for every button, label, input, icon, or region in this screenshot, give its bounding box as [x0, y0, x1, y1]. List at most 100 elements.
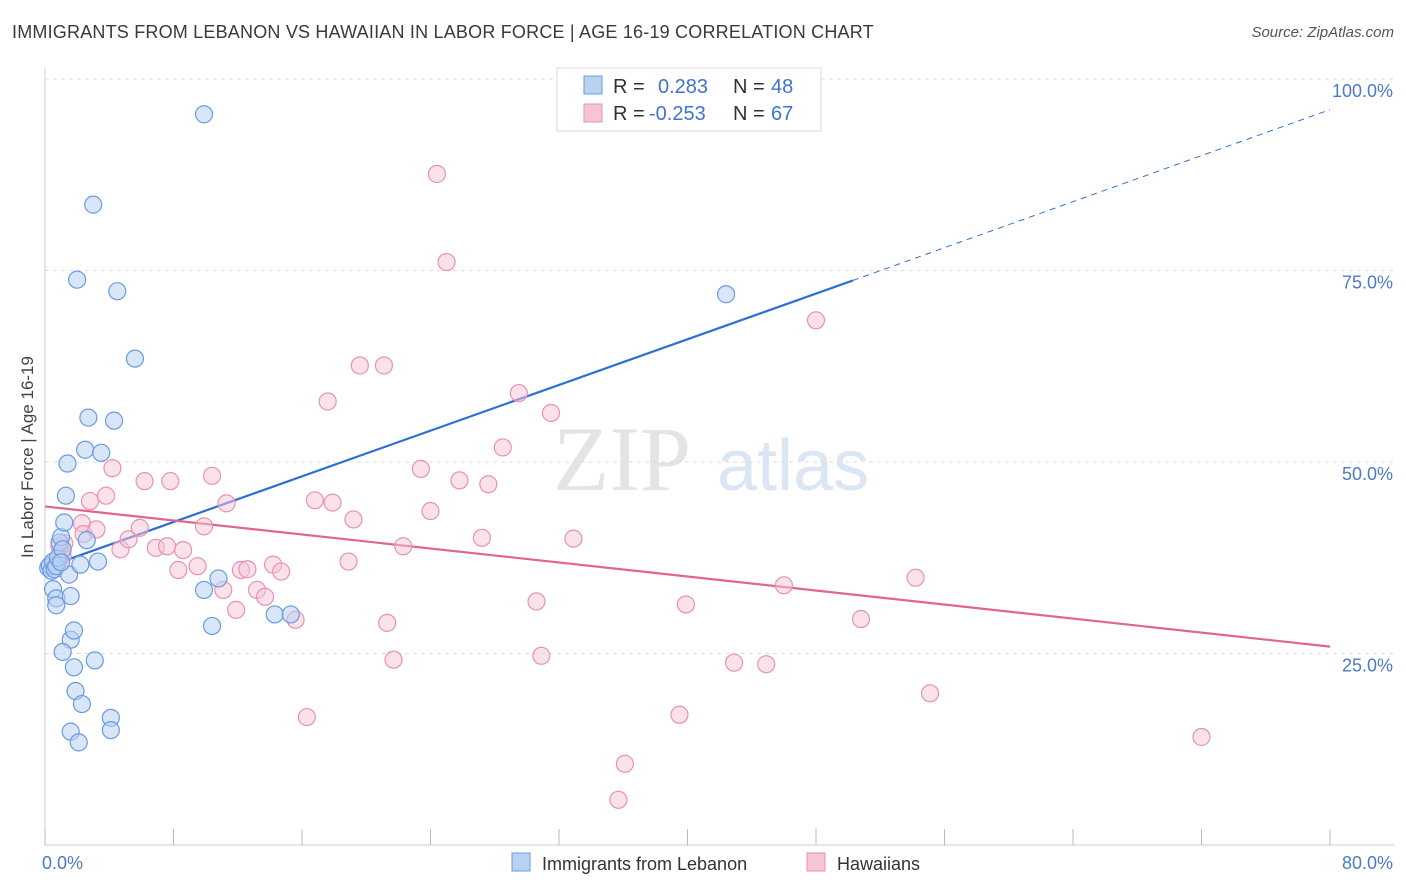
lebanon-point: [58, 454, 77, 473]
hawaiians-point: [103, 459, 122, 478]
hawaiians-point: [169, 560, 188, 580]
hawaiians-point: [479, 475, 498, 494]
lebanon-point: [194, 580, 214, 600]
legend-n-value-1: 48: [771, 76, 793, 98]
y-tick-label: 100.0%: [1332, 81, 1393, 101]
lebanon-point: [85, 651, 104, 670]
legend-r-value-1: 0.283: [658, 76, 708, 98]
trend-line-lebanon: [44, 279, 854, 569]
series-legend: Immigrants from Lebanon Hawaiians: [511, 852, 920, 874]
hawaiians-point: [297, 707, 316, 727]
hawaiians-point: [609, 790, 628, 809]
stats-legend: R = 0.283 N = 48 R = -0.253 N = 67: [556, 67, 822, 132]
hawaiians-point: [217, 494, 236, 513]
hawaiians-point: [119, 530, 138, 549]
legend-swatch-pink: [583, 103, 603, 123]
lebanon-point: [55, 513, 74, 532]
hawaiians-point: [339, 552, 358, 571]
hawaiians-point: [411, 459, 430, 478]
legend-swatch-blue: [583, 75, 603, 95]
hawaiians-point: [157, 537, 177, 556]
lebanon-point: [79, 408, 98, 427]
legend-n-label-1: N =: [733, 76, 765, 98]
lebanon-point: [71, 555, 90, 574]
source-credit: Source: ZipAtlas.com: [1251, 24, 1394, 41]
lebanon-points: [39, 105, 736, 752]
hawaiians-point: [509, 383, 528, 403]
lebanon-point: [104, 411, 124, 430]
hawaiians-point: [532, 646, 551, 665]
y-tick-label: 25.0%: [1342, 656, 1393, 676]
hawaiians-point: [906, 568, 925, 587]
hawaiians-point: [437, 252, 456, 272]
hawaiians-point: [670, 705, 689, 724]
hawaiians-point: [564, 529, 583, 548]
hawaiians-point: [96, 486, 116, 505]
hawaiians-point: [323, 493, 342, 512]
lebanon-point: [76, 440, 95, 459]
hawaiians-point: [676, 595, 695, 614]
hawaiians-point: [255, 587, 275, 606]
lebanon-point: [108, 282, 127, 301]
hawaiians-point: [421, 501, 440, 521]
chart-title: IMMIGRANTS FROM LEBANON VS HAWAIIAN IN L…: [12, 22, 874, 42]
axes: [44, 68, 1395, 846]
hawaiians-point: [615, 754, 634, 773]
hawaiians-point: [344, 510, 363, 529]
hawaiians-point: [238, 560, 257, 579]
lebanon-point: [265, 605, 284, 624]
y-tick-label: 75.0%: [1342, 273, 1393, 293]
lebanon-point: [202, 616, 222, 636]
lebanon-point: [194, 105, 214, 124]
lebanon-point: [77, 531, 96, 550]
hawaiians-point: [450, 471, 469, 490]
x-tick-min: 0.0%: [42, 853, 83, 873]
hawaiians-point: [920, 684, 940, 703]
y-tick-labels: 25.0% 50.0% 75.0% 100.0%: [1332, 81, 1393, 676]
hawaiians-point: [472, 528, 491, 547]
lebanon-point: [51, 553, 71, 572]
hawaiians-point: [851, 609, 871, 629]
watermark-atlas: atlas: [717, 426, 869, 506]
lebanon-point: [61, 586, 80, 606]
hawaiians-point: [806, 311, 826, 330]
lebanon-point: [88, 552, 108, 571]
lebanon-point: [72, 694, 92, 714]
hawaiians-point: [384, 650, 403, 669]
x-tick-max: 80.0%: [1342, 853, 1393, 873]
lebanon-point: [47, 596, 66, 615]
trend-line-lebanon-extension: [852, 109, 1331, 281]
hawaiians-point: [135, 472, 154, 491]
hawaiians-point: [130, 518, 149, 537]
legend-n-value-2: 67: [771, 103, 793, 125]
watermark-zip: ZIP: [553, 408, 691, 510]
legend-r-label-2: R =: [613, 103, 645, 125]
lebanon-point: [209, 569, 228, 588]
lebanon-point: [716, 285, 736, 304]
hawaiians-point: [318, 392, 337, 411]
hawaiians-point: [724, 653, 744, 672]
lebanon-point: [53, 642, 72, 662]
hawaiians-point: [80, 491, 100, 511]
lebanon-point: [64, 621, 84, 640]
lebanon-point: [84, 195, 103, 214]
lebanon-point: [101, 720, 120, 740]
legend-r-label-1: R =: [613, 76, 645, 98]
series-label-hawaiians: Hawaiians: [837, 854, 920, 874]
trend-lines: [44, 109, 1331, 648]
hawaiians-point: [161, 472, 180, 491]
hawaiians-point: [202, 466, 222, 485]
series-swatch-lebanon: [511, 852, 531, 872]
series-swatch-hawaiians: [806, 852, 826, 872]
hawaiians-point: [394, 537, 413, 556]
hawaiians-point: [188, 557, 207, 576]
lebanon-point: [69, 733, 88, 752]
lebanon-point: [64, 658, 84, 677]
lebanon-point: [125, 349, 145, 368]
hawaiians-point: [272, 562, 291, 581]
series-label-lebanon: Immigrants from Lebanon: [542, 854, 747, 874]
hawaiians-point: [427, 164, 447, 184]
hawaiians-point: [774, 576, 793, 595]
hawaiians-point: [174, 540, 193, 560]
